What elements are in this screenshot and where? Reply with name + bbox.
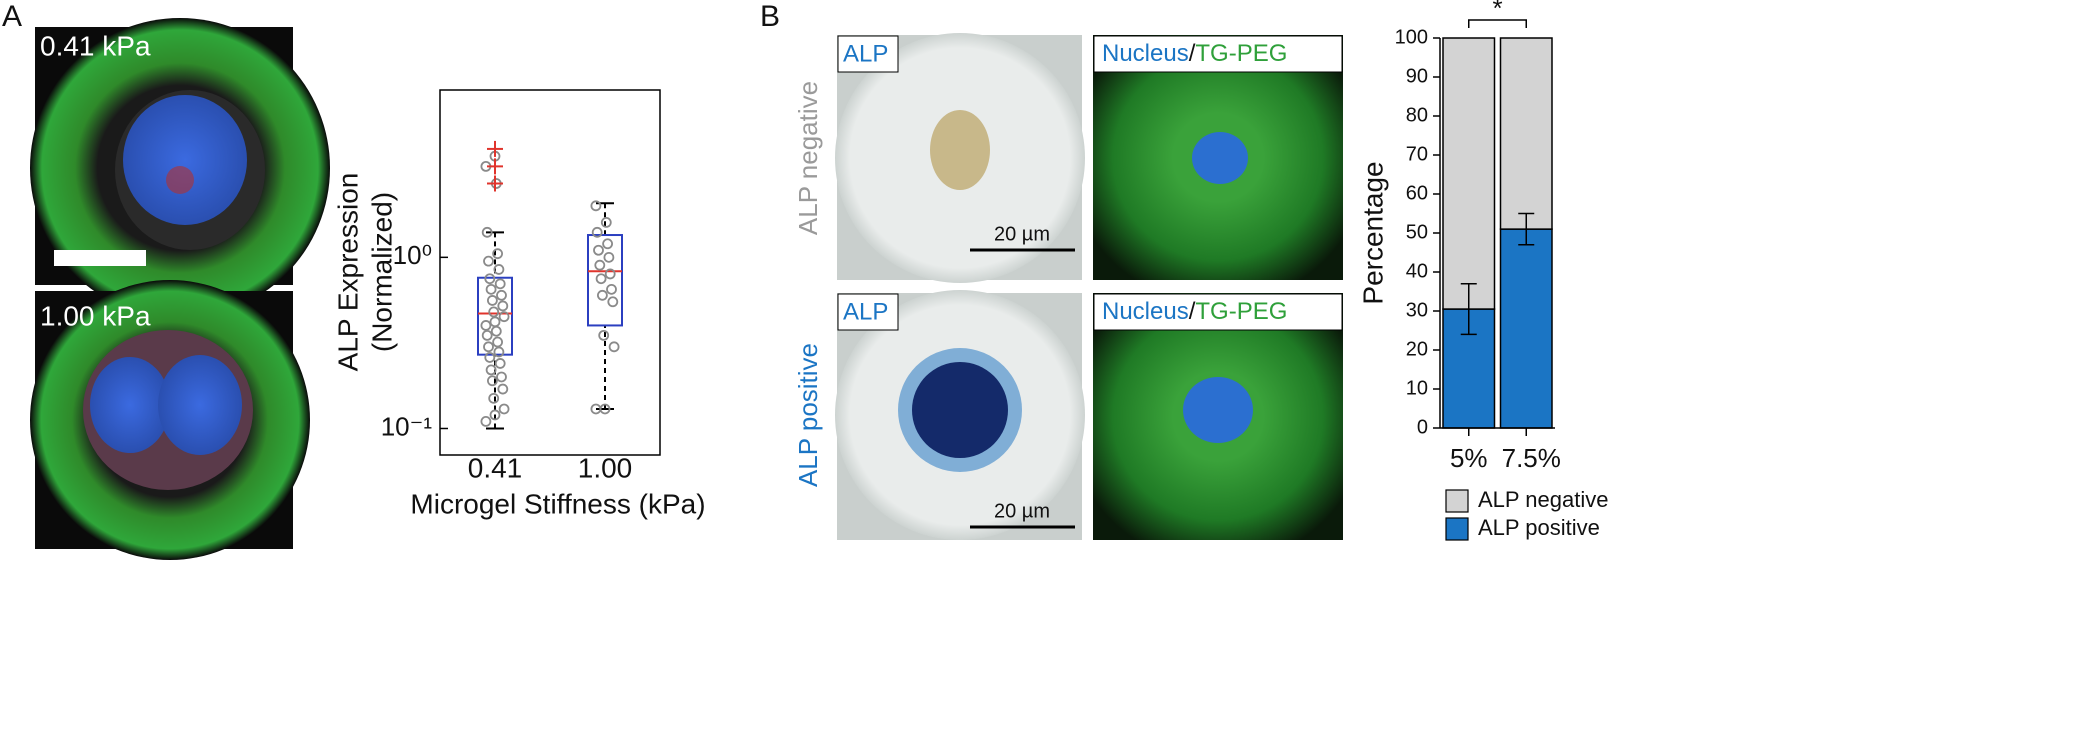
- legend-label: ALP negative: [1478, 487, 1608, 512]
- data-point: [488, 392, 500, 404]
- data-point: [483, 341, 494, 353]
- data-point: [496, 371, 507, 383]
- image-label: 1.00 kPa: [40, 300, 151, 331]
- data-point: [602, 238, 613, 250]
- y-tick-label: 30: [1406, 299, 1428, 321]
- data-point: [600, 217, 612, 228]
- legend-label: ALP positive: [1478, 515, 1600, 540]
- y-tick-label: 10⁰: [393, 240, 432, 270]
- bar-segment: [1499, 37, 1553, 230]
- data-point: [591, 226, 603, 238]
- x-tick-label: 0.41: [468, 452, 523, 483]
- bar-segment: [1442, 37, 1496, 310]
- box: [587, 234, 623, 327]
- y-tick-label: 70: [1406, 143, 1428, 165]
- data-point: [480, 416, 492, 427]
- y-axis-label: (Normalized): [366, 192, 397, 352]
- data-point: [481, 226, 493, 238]
- data-point: [492, 248, 504, 260]
- annotation: *: [1492, 0, 1502, 23]
- data-point: [597, 289, 608, 301]
- channel-label: Nucleus/TG-PEG: [1102, 298, 1287, 325]
- data-point: [606, 283, 617, 295]
- image-label: 0.41 kPa: [40, 30, 151, 61]
- data-point: [490, 325, 502, 337]
- y-tick-label: 100: [1395, 26, 1428, 48]
- data-point: [488, 306, 500, 318]
- data-point: [595, 273, 607, 285]
- scale-bar-label: 20 µm: [994, 223, 1050, 245]
- data-point: [480, 320, 492, 331]
- y-tick-label: 0: [1417, 416, 1428, 438]
- data-point: [483, 255, 494, 267]
- data-point: [493, 346, 505, 358]
- y-tick-label: 40: [1406, 260, 1428, 282]
- data-point: [497, 300, 509, 312]
- data-point: [590, 200, 602, 212]
- data-point: [485, 364, 497, 376]
- stain-label: ALP: [843, 40, 888, 67]
- data-point: [607, 296, 619, 308]
- y-tick-label: 90: [1406, 65, 1428, 87]
- row-label: ALP positive: [793, 343, 823, 487]
- y-tick-label: 50: [1406, 221, 1428, 243]
- data-point: [593, 244, 604, 256]
- data-point: [484, 352, 496, 363]
- micrograph: [30, 280, 310, 560]
- bar-segment: [1499, 228, 1553, 429]
- data-point: [608, 341, 620, 353]
- data-point: [599, 403, 611, 415]
- data-point: [492, 336, 504, 348]
- data-point: [493, 264, 505, 275]
- data-point: [485, 283, 497, 295]
- panel-label: B: [760, 0, 780, 33]
- data-point: [486, 375, 498, 387]
- data-point: [598, 329, 610, 341]
- y-axis-label: ALP Expression: [332, 173, 363, 372]
- data-point: [494, 278, 506, 290]
- significance-bracket: [1468, 19, 1527, 28]
- x-tick-label: 5%: [1450, 443, 1488, 473]
- data-point: [603, 251, 615, 263]
- y-tick-label: 80: [1406, 104, 1428, 126]
- row-label: ALP negative: [793, 81, 823, 235]
- scale-bar-label: 20 µm: [994, 500, 1050, 522]
- panel-label: A: [2, 0, 22, 33]
- data-point: [494, 358, 506, 369]
- data-point: [481, 329, 493, 341]
- data-point: [498, 311, 510, 323]
- x-tick-label: 1.00: [578, 452, 633, 483]
- legend-swatch: [1445, 489, 1469, 513]
- x-tick-label: 7.5%: [1502, 443, 1561, 473]
- data-point: [484, 273, 496, 285]
- data-point: [497, 383, 509, 395]
- micrograph: [30, 18, 330, 318]
- y-tick-label: 20: [1406, 338, 1428, 360]
- data-point: [498, 403, 510, 415]
- plot-frame: [439, 89, 661, 456]
- data-point: [489, 409, 501, 421]
- micrograph: [835, 33, 1343, 540]
- data-point: [594, 259, 606, 271]
- data-point: [486, 295, 498, 306]
- y-tick-label: 10⁻¹: [381, 411, 433, 441]
- data-point: [496, 289, 507, 301]
- y-tick-label: 60: [1406, 182, 1428, 204]
- y-axis-label: Percentage: [1357, 161, 1388, 304]
- legend-swatch: [1445, 517, 1469, 541]
- channel-label: Nucleus/TG-PEG: [1102, 40, 1287, 67]
- stain-label: ALP: [843, 298, 888, 325]
- x-axis-label: Microgel Stiffness (kPa): [410, 488, 705, 519]
- y-tick-label: 10: [1406, 377, 1428, 399]
- data-point: [604, 268, 616, 280]
- data-point: [489, 316, 501, 328]
